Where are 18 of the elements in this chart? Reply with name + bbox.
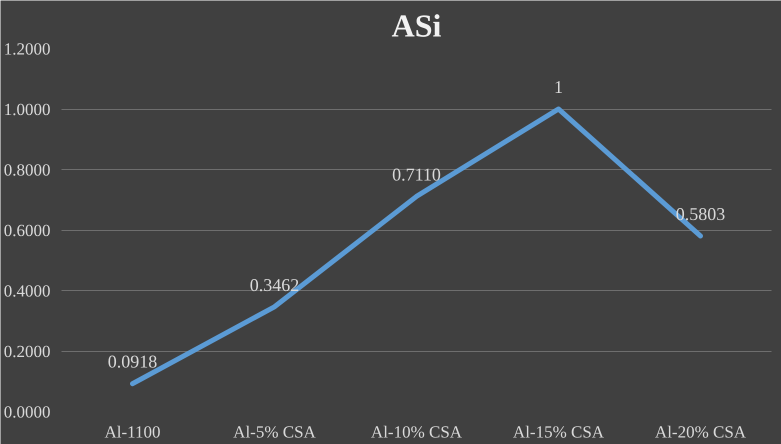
data-label: 1 [554,77,563,97]
y-tick-label: 0.8000 [4,160,50,180]
x-tick-label: Al-10% CSA [370,422,463,442]
y-tick-label: 0.0000 [4,402,50,422]
data-label: 0.7110 [392,164,441,184]
y-tick-label: 1.0000 [4,100,50,119]
data-label: 0.3462 [250,274,300,295]
x-tick-label: Al-15% CSA [512,422,605,442]
y-tick-label: 0.4000 [4,282,50,300]
y-tick-label: 0.6000 [4,221,50,240]
data-label: 0.0918 [108,352,158,372]
y-tick-label: 1.2000 [4,40,50,58]
x-tick-label: Al-1100 [104,422,161,442]
y-tick-label: 0.2000 [4,342,50,361]
x-tick-label: Al-20% CSA [654,422,747,442]
chart-title: ASi [392,8,442,44]
data-label: 0.5803 [676,204,726,224]
x-tick-label: Al-5% CSA [233,422,317,442]
